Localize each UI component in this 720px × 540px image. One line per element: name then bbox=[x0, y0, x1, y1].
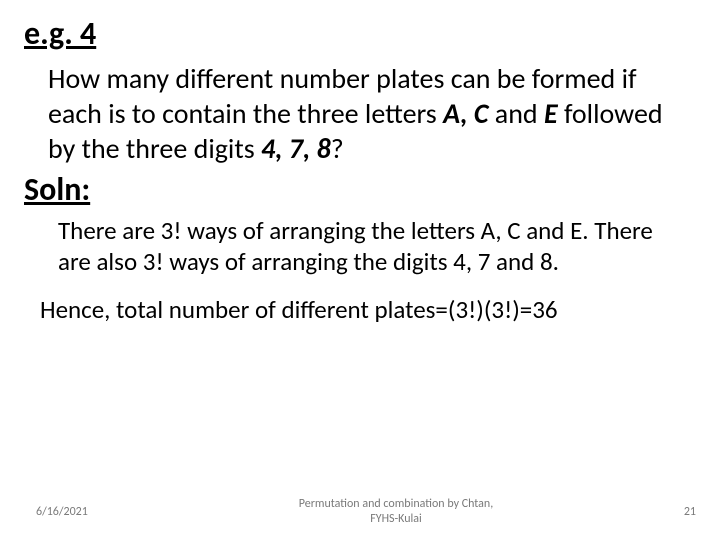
footer: 6/16/2021 Permutation and combination by… bbox=[0, 497, 720, 526]
footer-page-number: 21 bbox=[636, 505, 696, 519]
question-part4: ? bbox=[331, 131, 344, 166]
footer-center-line1: Permutation and combination by Chtan, bbox=[299, 497, 493, 511]
solution-heading: Soln: bbox=[24, 170, 700, 209]
question-bold1: A, C bbox=[443, 96, 488, 131]
question-text: How many different number plates can be … bbox=[48, 61, 690, 166]
slide-container: e.g. 4 How many different number plates … bbox=[0, 0, 720, 540]
footer-center-line2: FYHS-Kulai bbox=[370, 512, 422, 526]
example-heading: e.g. 4 bbox=[24, 14, 700, 53]
solution-body: There are 3! ways of arranging the lette… bbox=[58, 215, 680, 278]
solution-conclusion: Hence, total number of different plates=… bbox=[40, 294, 700, 325]
footer-center: Permutation and combination by Chtan, FY… bbox=[156, 497, 636, 526]
question-bold2: E bbox=[544, 96, 558, 131]
question-bold3: 4, 7, 8 bbox=[261, 131, 331, 166]
question-part2: and bbox=[488, 96, 544, 131]
footer-date: 6/16/2021 bbox=[36, 505, 156, 519]
